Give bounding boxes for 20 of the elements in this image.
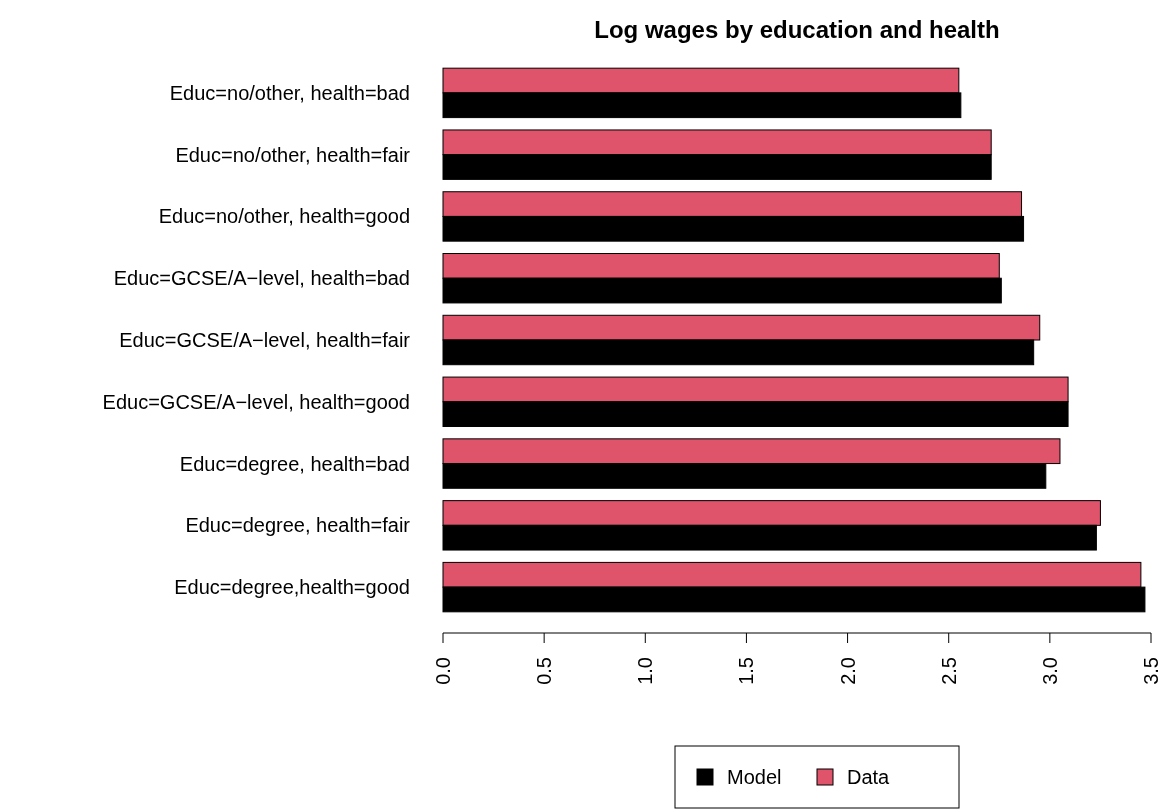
legend-label: Data [847,766,891,788]
x-tick-label: 1.5 [735,657,758,685]
chart-title: Log wages by education and health [594,16,1000,43]
legend-label: Model [727,766,782,788]
x-tick-label: 0.0 [432,657,454,685]
y-tick-label: Educ=no/other, health=fair [175,143,411,166]
x-tick-label: 2.0 [836,657,859,685]
y-tick-label: Educ=degree, health=bad [179,452,410,475]
x-tick-label: 3.5 [1140,657,1162,685]
y-tick-label: Educ=GCSE/A−level, health=fair [119,329,411,351]
x-tick-label: 2.5 [937,657,960,685]
y-tick-label: Educ=GCSE/A−level, health=bad [113,267,410,290]
y-tick-label: Educ=GCSE/A−level, health=good [102,390,410,413]
y-tick-label: Educ=no/other, health=bad [169,81,410,104]
y-tick-label: Educ=degree, health=fair [185,514,411,537]
y-tick-label: Educ=degree,health=good [174,576,410,599]
x-tick-label: 1.0 [634,657,657,685]
x-tick-label: 0.5 [533,657,556,685]
y-tick-label: Educ=no/other, health=good [158,205,410,228]
x-tick-label: 3.0 [1038,657,1061,685]
